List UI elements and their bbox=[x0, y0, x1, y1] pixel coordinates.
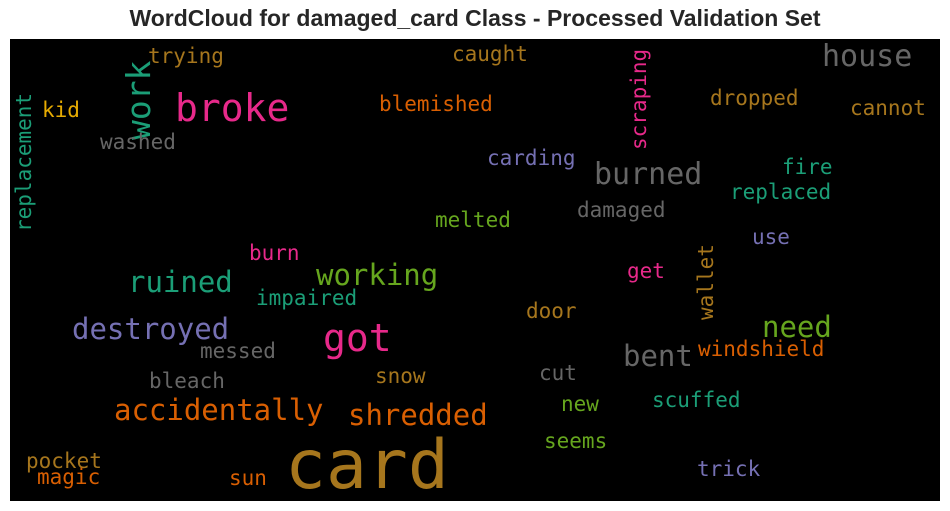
word-replaced: replaced bbox=[730, 180, 831, 204]
word-house: house bbox=[822, 39, 912, 74]
word-scuffed: scuffed bbox=[652, 388, 741, 412]
word-caught: caught bbox=[452, 42, 528, 66]
word-bleach: bleach bbox=[149, 369, 225, 393]
word-fire: fire bbox=[782, 155, 833, 179]
word-cannot: cannot bbox=[850, 96, 926, 120]
word-scraping: scraping bbox=[627, 49, 651, 150]
word-card: card bbox=[285, 426, 449, 505]
wordcloud-background bbox=[10, 39, 940, 501]
word-blemished: blemished bbox=[379, 92, 493, 116]
word-work: work bbox=[119, 60, 158, 140]
word-pocket: pocket bbox=[26, 449, 102, 473]
word-bent: bent bbox=[623, 339, 693, 373]
word-need: need bbox=[762, 310, 832, 344]
word-melted: melted bbox=[435, 208, 511, 232]
word-use: use bbox=[752, 225, 790, 249]
word-broke: broke bbox=[175, 86, 289, 130]
word-burned: burned bbox=[594, 157, 702, 192]
word-carding: carding bbox=[487, 146, 576, 170]
word-magic: magic bbox=[37, 465, 100, 489]
word-get: get bbox=[627, 259, 665, 283]
word-messed: messed bbox=[200, 339, 276, 363]
word-burn: burn bbox=[249, 241, 300, 265]
word-destroyed: destroyed bbox=[72, 312, 229, 346]
word-seems: seems bbox=[544, 429, 607, 453]
word-kid: kid bbox=[42, 98, 80, 122]
word-sun: sun bbox=[229, 466, 267, 490]
word-snow: snow bbox=[375, 364, 426, 388]
word-washed: washed bbox=[100, 130, 176, 154]
word-working: working bbox=[316, 258, 438, 292]
word-shredded: shredded bbox=[348, 398, 488, 432]
word-accidentally: accidentally bbox=[114, 393, 324, 427]
word-replacement: replacement bbox=[12, 93, 36, 232]
chart-title: WordCloud for damaged_card Class - Proce… bbox=[129, 5, 821, 31]
word-wallet: wallet bbox=[694, 244, 718, 320]
word-windshield: windshield bbox=[698, 337, 824, 361]
word-damaged: damaged bbox=[577, 198, 666, 222]
word-got: got bbox=[323, 316, 392, 360]
word-ruined: ruined bbox=[128, 265, 233, 299]
word-impaired: impaired bbox=[256, 286, 357, 310]
word-trying: trying bbox=[148, 44, 224, 68]
word-dropped: dropped bbox=[710, 86, 799, 110]
word-trick: trick bbox=[697, 457, 761, 481]
word-cut: cut bbox=[539, 361, 577, 385]
word-new: new bbox=[561, 392, 599, 416]
words-layer: card broke got work house burned destroyed ruin… bbox=[12, 39, 926, 505]
word-door: door bbox=[526, 299, 577, 323]
